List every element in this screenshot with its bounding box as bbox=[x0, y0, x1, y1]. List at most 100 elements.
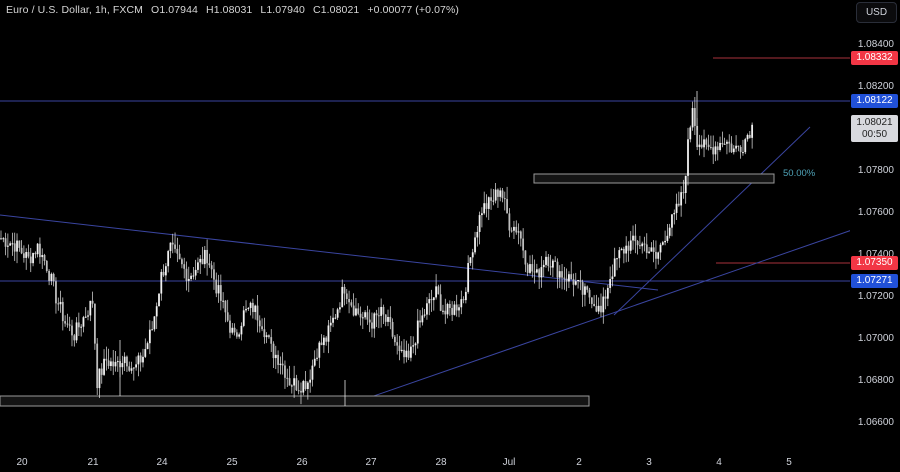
candle-body bbox=[290, 385, 293, 387]
candle-body bbox=[416, 320, 419, 344]
candle-body bbox=[563, 277, 566, 279]
candle-body bbox=[460, 299, 463, 308]
candle-body bbox=[455, 304, 458, 311]
candle-body bbox=[128, 366, 131, 371]
candle-body bbox=[458, 307, 460, 311]
price-tick: 1.07000 bbox=[857, 333, 894, 344]
candle-body bbox=[657, 252, 660, 259]
candle-body bbox=[178, 253, 181, 260]
candle-body bbox=[400, 349, 403, 351]
candle-body bbox=[568, 274, 570, 282]
candle-body bbox=[350, 302, 353, 306]
time-tick: 20 bbox=[16, 457, 28, 468]
candle-body bbox=[203, 249, 206, 265]
candle-body bbox=[226, 312, 229, 321]
candle-body bbox=[634, 235, 637, 242]
candle-body bbox=[313, 358, 316, 366]
candle-body bbox=[339, 307, 341, 310]
time-tick: 26 bbox=[296, 457, 308, 468]
candle-body bbox=[329, 322, 332, 326]
time-tick: 21 bbox=[87, 457, 99, 468]
candle-body bbox=[627, 245, 630, 251]
candle-body bbox=[696, 125, 699, 148]
time-tick: 3 bbox=[646, 457, 652, 468]
candle-body bbox=[34, 252, 37, 255]
candle-body bbox=[107, 360, 110, 367]
candle-body bbox=[110, 361, 112, 367]
candle-body bbox=[641, 243, 644, 247]
candle-body bbox=[693, 108, 696, 126]
chart-canvas[interactable] bbox=[0, 0, 850, 450]
candle-body bbox=[444, 310, 447, 315]
candle-body bbox=[595, 306, 598, 312]
candle-body bbox=[414, 343, 417, 346]
candle-body bbox=[91, 300, 94, 304]
candle-body bbox=[27, 252, 30, 257]
candle-body bbox=[655, 251, 657, 259]
bar-countdown: 00:50 bbox=[861, 129, 888, 140]
candle-body bbox=[57, 303, 60, 305]
candle-body bbox=[632, 235, 634, 241]
candle-body bbox=[735, 145, 737, 149]
candle-body bbox=[306, 382, 309, 389]
candle-body bbox=[45, 260, 48, 271]
candle-body bbox=[636, 241, 639, 246]
price-level-label: 1.07271 bbox=[851, 274, 898, 288]
candle-body bbox=[407, 350, 410, 358]
candle-body bbox=[297, 390, 300, 392]
candle-body bbox=[561, 271, 563, 278]
candle-body bbox=[316, 357, 318, 359]
candle-body bbox=[242, 310, 245, 326]
candle-body bbox=[222, 300, 225, 302]
symbol-title[interactable]: Euro / U.S. Dollar, 1h, FXCM bbox=[6, 4, 144, 16]
price-level-label: 1.07350 bbox=[851, 256, 898, 270]
candle-body bbox=[261, 326, 263, 330]
candle-body bbox=[219, 285, 222, 301]
candle-body bbox=[581, 282, 584, 295]
candle-body bbox=[533, 271, 536, 273]
candle-body bbox=[238, 334, 241, 337]
candle-body bbox=[602, 296, 605, 313]
candle-body bbox=[18, 240, 21, 248]
candle-body bbox=[25, 252, 28, 258]
candle-body bbox=[52, 273, 55, 282]
candle-body bbox=[746, 134, 749, 140]
candle-body bbox=[522, 238, 525, 251]
candle-body bbox=[300, 390, 302, 393]
candle-body bbox=[284, 365, 286, 378]
candle-body bbox=[648, 251, 650, 253]
candle-body bbox=[590, 297, 593, 304]
candle-body bbox=[146, 343, 149, 350]
candle-body bbox=[23, 253, 25, 258]
candle-body bbox=[126, 356, 128, 367]
candle-body bbox=[542, 264, 545, 268]
candle-body bbox=[224, 300, 227, 313]
candle-body bbox=[412, 345, 415, 347]
candle-body bbox=[377, 315, 380, 317]
candle-body bbox=[556, 261, 559, 278]
candle-body bbox=[549, 266, 552, 268]
candle-body bbox=[588, 289, 591, 298]
time-tick: 4 bbox=[716, 457, 722, 468]
candle-body bbox=[453, 304, 456, 315]
currency-button[interactable]: USD bbox=[856, 2, 897, 23]
candle-body bbox=[535, 269, 538, 273]
candle-body bbox=[398, 345, 401, 351]
candle-body bbox=[318, 342, 321, 358]
candle-body bbox=[171, 242, 174, 245]
candle-body bbox=[123, 356, 126, 364]
candle-body bbox=[474, 237, 476, 253]
candle-body bbox=[611, 276, 614, 280]
candle-body bbox=[169, 242, 172, 252]
candle-body bbox=[77, 322, 80, 328]
candle-body bbox=[748, 134, 751, 138]
candle-body bbox=[142, 356, 144, 363]
candle-body bbox=[446, 303, 449, 315]
candle-body bbox=[288, 378, 291, 386]
candle-body bbox=[396, 342, 399, 346]
ohlc-high: H1.08031 bbox=[206, 4, 253, 16]
candle-body bbox=[11, 243, 14, 245]
descending-trendline bbox=[0, 214, 659, 291]
candle-body bbox=[61, 301, 64, 322]
candle-body bbox=[281, 363, 284, 366]
